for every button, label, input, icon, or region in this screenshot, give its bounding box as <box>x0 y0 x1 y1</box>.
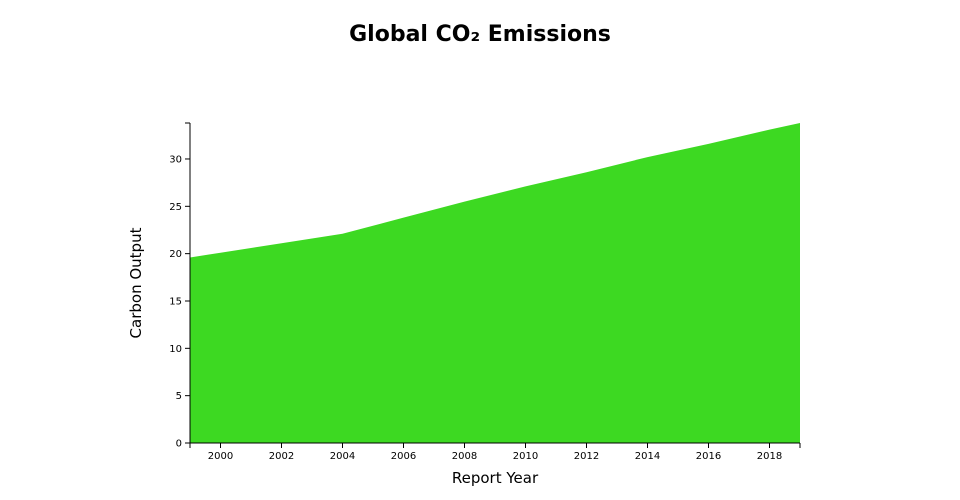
x-tick-label: 2016 <box>696 451 721 462</box>
y-tick-label: 25 <box>169 202 182 213</box>
y-tick-label: 5 <box>176 391 182 402</box>
area-series <box>190 123 800 443</box>
x-tick-label: 2006 <box>391 451 416 462</box>
x-axis-label: Report Year <box>452 469 539 487</box>
x-tick-label: 2002 <box>269 451 294 462</box>
x-tick-label: 2010 <box>513 451 538 462</box>
x-tick-label: 2008 <box>452 451 477 462</box>
x-tick-label: 2018 <box>757 451 782 462</box>
x-tick-label: 2012 <box>574 451 599 462</box>
x-tick-label: 2014 <box>635 451 660 462</box>
plot-area <box>190 123 800 443</box>
chart-title: Global CO₂ Emissions <box>349 22 611 47</box>
y-tick-label: 0 <box>176 439 182 450</box>
x-tick-label: 2004 <box>330 451 355 462</box>
y-axis: 0 5 10 15 20 25 30 <box>169 122 191 450</box>
y-axis-label: Carbon Output <box>127 227 145 338</box>
x-axis: 2000 2002 2004 2006 2008 2010 2012 2014 2016 2018 <box>189 442 801 462</box>
y-tick-label: 10 <box>169 344 182 355</box>
y-tick-label: 30 <box>169 154 182 165</box>
x-tick-label: 2000 <box>208 451 233 462</box>
y-tick-label: 15 <box>169 296 182 307</box>
y-tick-label: 20 <box>169 249 182 260</box>
